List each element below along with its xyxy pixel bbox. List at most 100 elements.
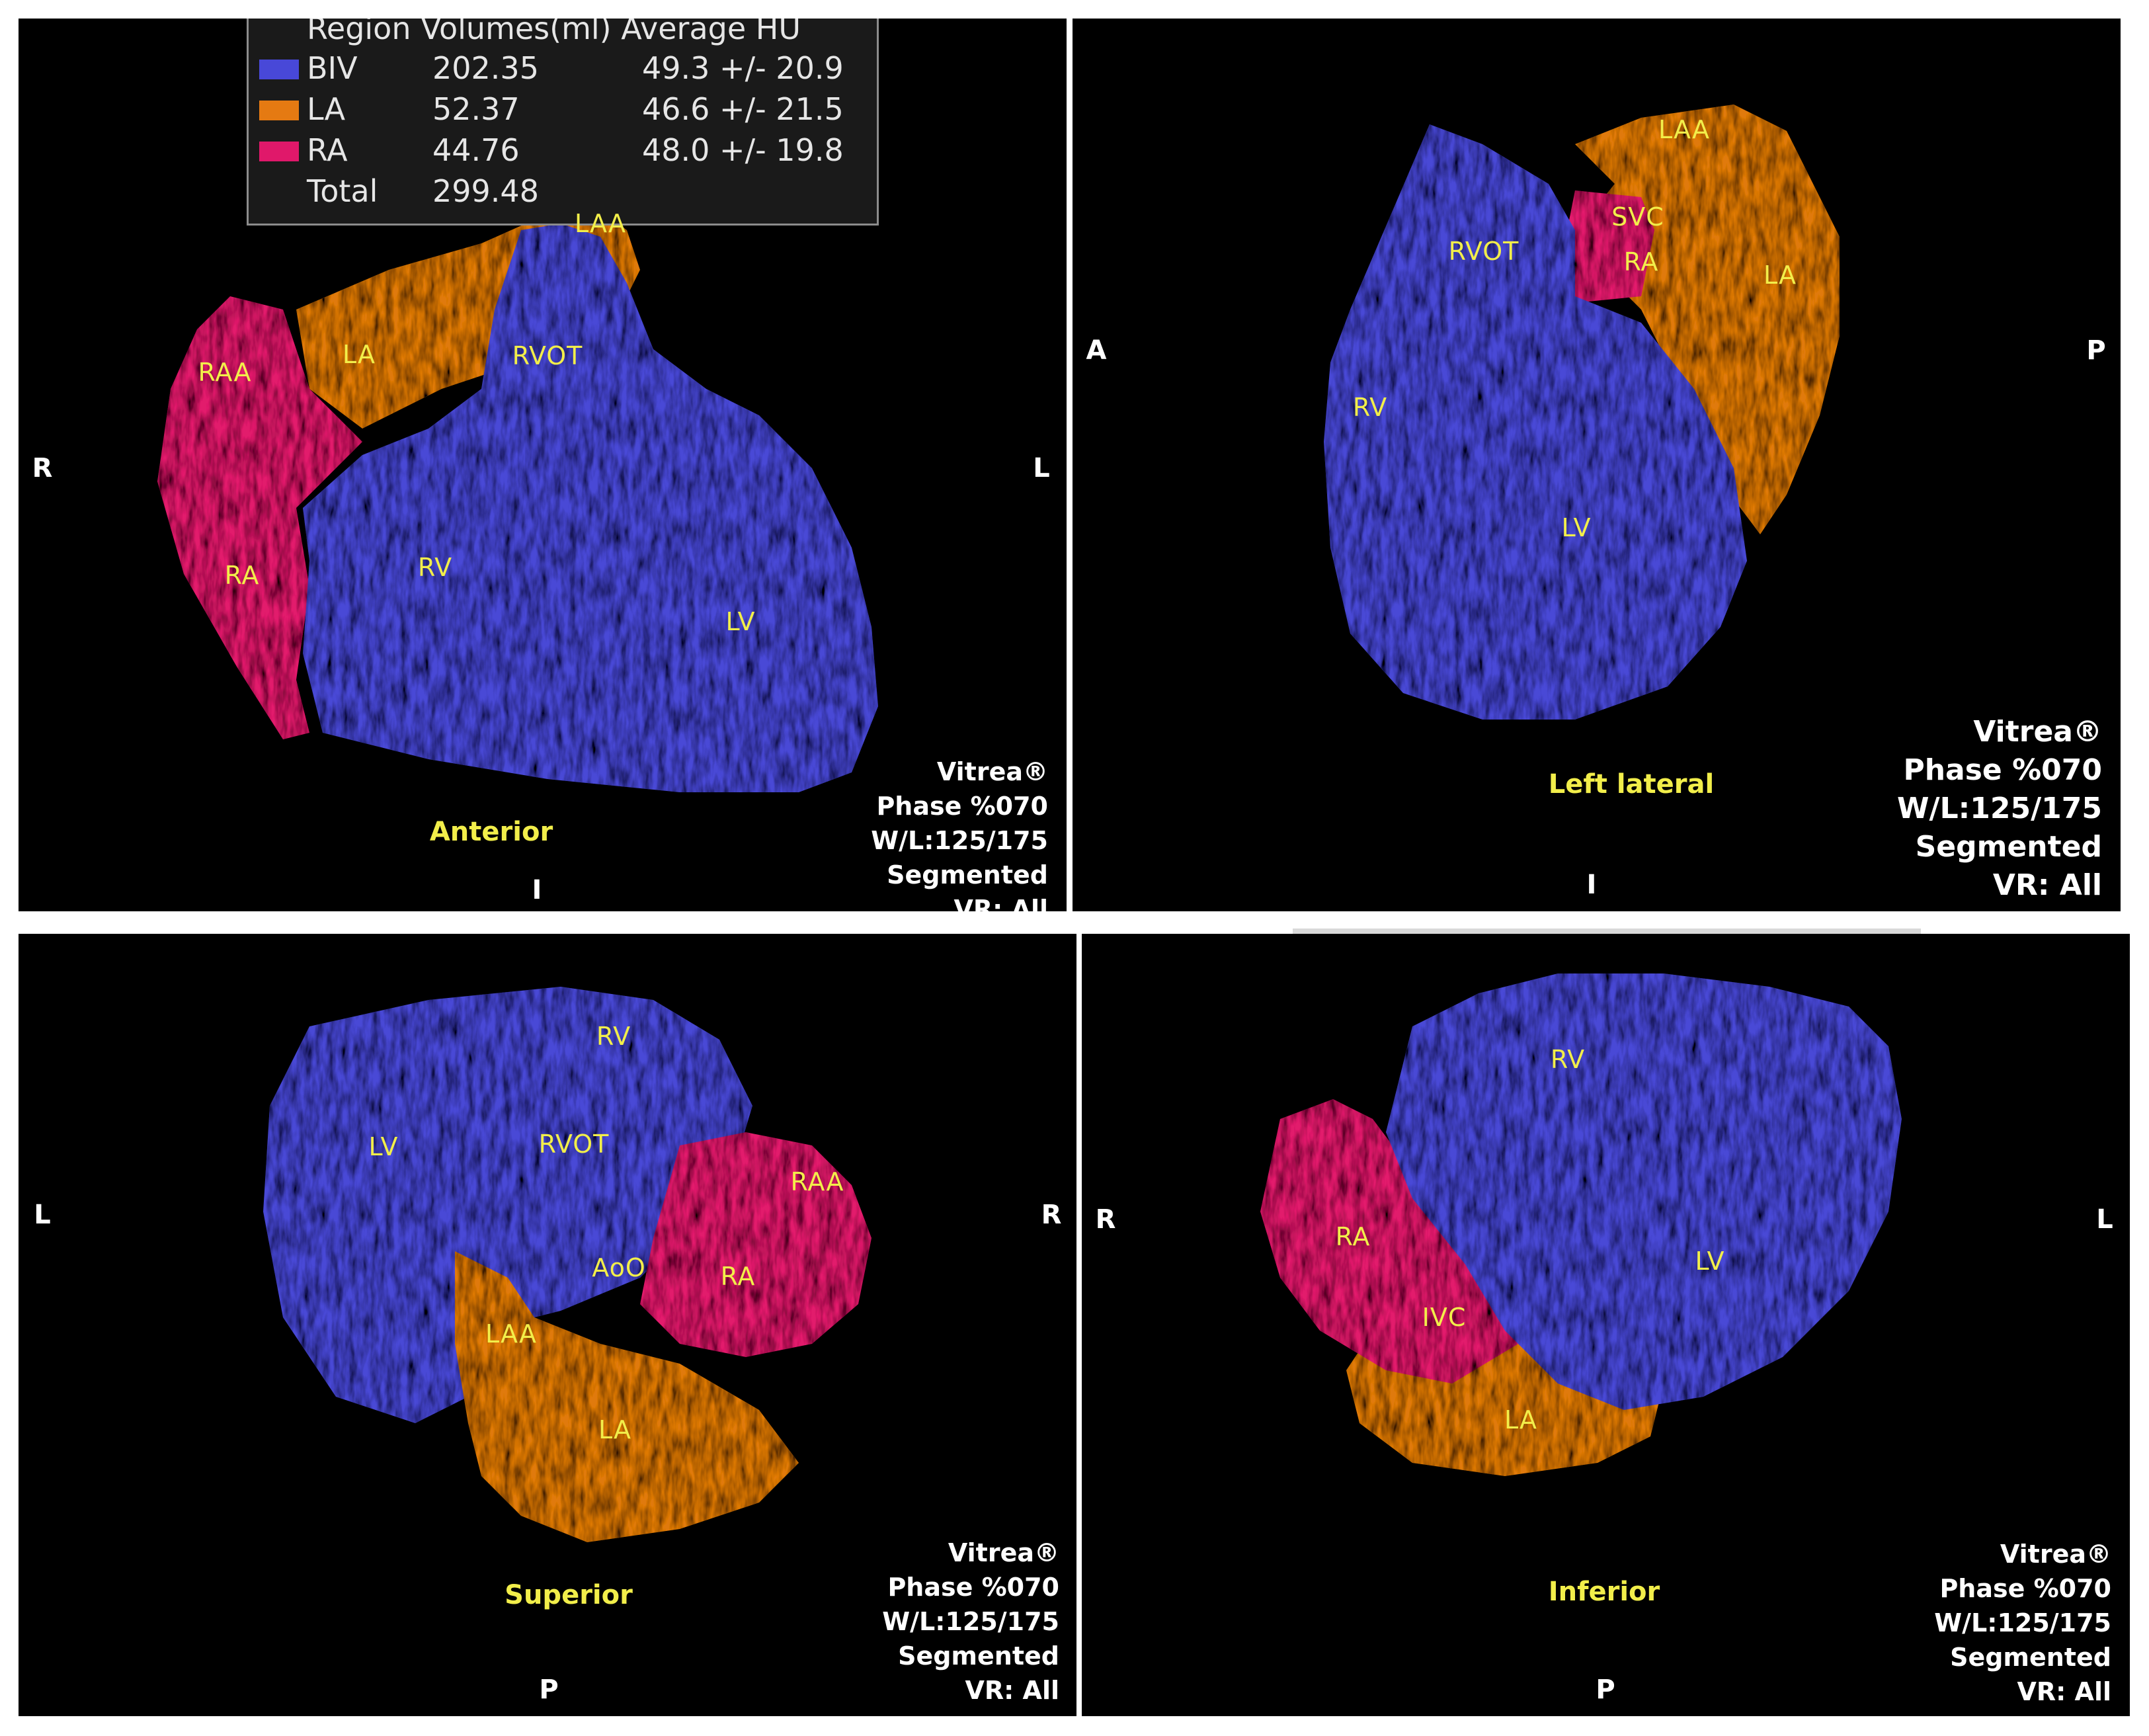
lateral-biv-region — [1324, 124, 1747, 720]
superior-render — [263, 987, 872, 1542]
label-rvot: RVOT — [512, 341, 583, 370]
label-lv: LV — [368, 1132, 399, 1161]
legend-hu: 46.6 +/- 21.5 — [642, 91, 844, 127]
legend-total-value: 299.48 — [432, 173, 539, 209]
label-svc: SVC — [1611, 202, 1664, 231]
label-la: LA — [1763, 261, 1797, 290]
superior-la-region — [455, 1251, 799, 1542]
orient-bottom: P — [539, 1674, 559, 1705]
info-window-level: W/L:125/175 — [871, 826, 1048, 855]
label-laa: LAA — [1658, 115, 1711, 144]
view-label-left-lateral: Left lateral — [1548, 769, 1715, 800]
biv-swatch — [259, 60, 299, 79]
label-aoo: AoO — [592, 1253, 646, 1282]
info-segmented: Segmented — [887, 860, 1048, 889]
label-ivc: IVC — [1422, 1303, 1467, 1332]
label-rvot: RVOT — [1448, 237, 1520, 266]
label-la: LA — [342, 340, 376, 369]
orient-right: R — [1041, 1200, 1062, 1230]
region-volume-legend: Region Volumes(ml) Average HU BIV 202.35… — [247, 19, 879, 226]
orient-bottom: I — [1586, 870, 1597, 900]
legend-row-biv: BIV 202.35 49.3 +/- 20.9 — [249, 50, 877, 90]
legend-row-ra: RA 44.76 48.0 +/- 19.8 — [249, 132, 877, 172]
info-vr: VR: All — [953, 895, 1048, 911]
left-lateral-render — [1324, 104, 1840, 720]
orient-right: L — [1033, 453, 1050, 483]
label-rv: RV — [1352, 393, 1388, 422]
orient-left: A — [1086, 335, 1107, 366]
info-phase: Phase %070 — [1939, 1574, 2111, 1603]
label-rv: RV — [1550, 1045, 1586, 1074]
label-laa: LAA — [485, 1319, 538, 1348]
legend-region: LA — [307, 91, 346, 127]
inferior-render — [1260, 973, 1902, 1476]
label-ra: RA — [1335, 1222, 1371, 1251]
orient-left: R — [1095, 1204, 1116, 1235]
inferior-ra-region — [1260, 1099, 1545, 1384]
legend-region: BIV — [307, 50, 358, 86]
label-lv: LV — [1561, 513, 1592, 542]
superior-biv-region — [263, 987, 752, 1423]
info-segmented: Segmented — [898, 1641, 1059, 1671]
label-rvot: RVOT — [538, 1130, 610, 1159]
label-raa: RAA — [790, 1167, 844, 1196]
panel-left-lateral: LAA SVC RVOT RA LA RV LV A P I Left late… — [1073, 19, 2121, 911]
la-swatch — [259, 101, 299, 120]
label-ra: RA — [224, 561, 260, 590]
legend-hu: 48.0 +/- 19.8 — [642, 132, 844, 168]
view-label-superior: Superior — [505, 1580, 633, 1610]
label-la: LA — [1504, 1405, 1538, 1434]
render-info: Vitrea® Phase %070 W/L:125/175 Segmented… — [882, 1536, 1059, 1708]
view-label-inferior: Inferior — [1548, 1577, 1660, 1607]
orient-left: L — [34, 1200, 51, 1230]
info-window-level: W/L:125/175 — [882, 1607, 1059, 1636]
orient-bottom: I — [532, 875, 542, 905]
info-vendor: Vitrea® — [2000, 1540, 2111, 1569]
orient-bottom: P — [1596, 1674, 1615, 1705]
label-lv: LV — [725, 607, 756, 636]
info-segmented: Segmented — [1950, 1643, 2111, 1672]
label-la: LA — [598, 1415, 632, 1444]
panel-anterior: Region Volumes(ml) Average HU BIV 202.35… — [19, 19, 1067, 911]
label-ra: RA — [720, 1262, 756, 1291]
info-window-level: W/L:125/175 — [1934, 1608, 2111, 1637]
anterior-render — [157, 210, 878, 792]
info-vendor: Vitrea® — [936, 757, 1048, 786]
info-vr: VR: All — [965, 1676, 1059, 1705]
info-segmented: Segmented — [1915, 830, 2102, 864]
info-phase: Phase %070 — [887, 1573, 1059, 1602]
legend-hu: 49.3 +/- 20.9 — [642, 50, 844, 86]
lateral-ra-region — [1562, 190, 1654, 303]
label-rv: RV — [417, 553, 453, 582]
panel-inferior: RV RA LV IVC LA R L P Inferior Vitrea® P… — [1082, 934, 2130, 1716]
info-phase: Phase %070 — [876, 792, 1048, 821]
legend-volume: 52.37 — [432, 91, 520, 127]
orient-right: P — [2086, 335, 2106, 366]
panel-top-bar — [1293, 929, 1921, 934]
orient-left: R — [32, 453, 53, 483]
info-vendor: Vitrea® — [948, 1538, 1059, 1567]
anterior-biv-region — [303, 224, 878, 792]
legend-row-la: LA 52.37 46.6 +/- 21.5 — [249, 91, 877, 131]
render-info: Vitrea® Phase %070 W/L:125/175 Segmented… — [1897, 713, 2102, 905]
panel-superior: RV LV RVOT RAA AoO RA LAA LA L R P Super… — [19, 934, 1076, 1716]
label-rv: RV — [596, 1022, 631, 1051]
label-ra: RA — [1623, 247, 1659, 276]
legend-volume: 44.76 — [432, 132, 520, 168]
info-vr: VR: All — [2017, 1677, 2111, 1706]
view-label-anterior: Anterior — [429, 817, 553, 847]
legend-row-total: Total 299.48 — [249, 173, 877, 213]
legend-volume: 202.35 — [432, 50, 539, 86]
legend-region: RA — [307, 132, 348, 168]
info-vr: VR: All — [1992, 868, 2102, 902]
info-window-level: W/L:125/175 — [1897, 792, 2102, 825]
inferior-biv-region — [1386, 973, 1902, 1410]
info-phase: Phase %070 — [1903, 753, 2102, 787]
anterior-ra-region — [157, 296, 362, 739]
orient-right: L — [2096, 1204, 2113, 1235]
legend-header: Region Volumes(ml) Average HU — [249, 19, 877, 50]
label-laa: LAA — [574, 209, 627, 238]
legend-header-text: Region Volumes(ml) Average HU — [307, 19, 801, 46]
legend-total-label: Total — [307, 173, 378, 209]
render-info: Vitrea® Phase %070 W/L:125/175 Segmented… — [1934, 1537, 2111, 1709]
